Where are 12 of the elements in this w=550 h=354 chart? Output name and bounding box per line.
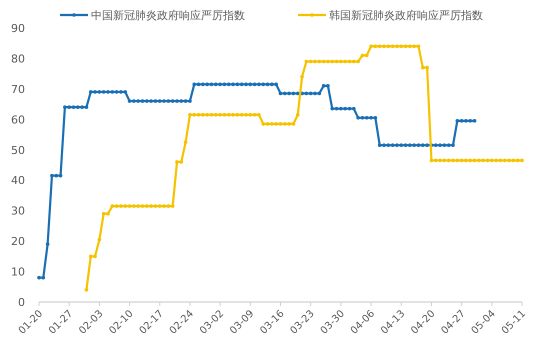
y-tick-label: 60 xyxy=(11,113,25,126)
legend-label: 中国新冠肺炎政府响应严厉指数 xyxy=(91,9,245,22)
y-tick-label: 80 xyxy=(11,52,25,66)
y-tick-label: 30 xyxy=(11,204,25,218)
y-tick-label: 90 xyxy=(11,22,25,35)
legend-label: 韩国新冠肺炎政府响应严厉指数 xyxy=(329,9,483,22)
y-tick-label: 40 xyxy=(11,174,25,188)
y-tick-label: 50 xyxy=(11,144,25,157)
y-tick-label: 0 xyxy=(18,296,25,309)
y-tick-label: 20 xyxy=(11,235,25,248)
y-tick-label: 10 xyxy=(11,266,25,279)
y-tick-label: 70 xyxy=(11,82,25,96)
